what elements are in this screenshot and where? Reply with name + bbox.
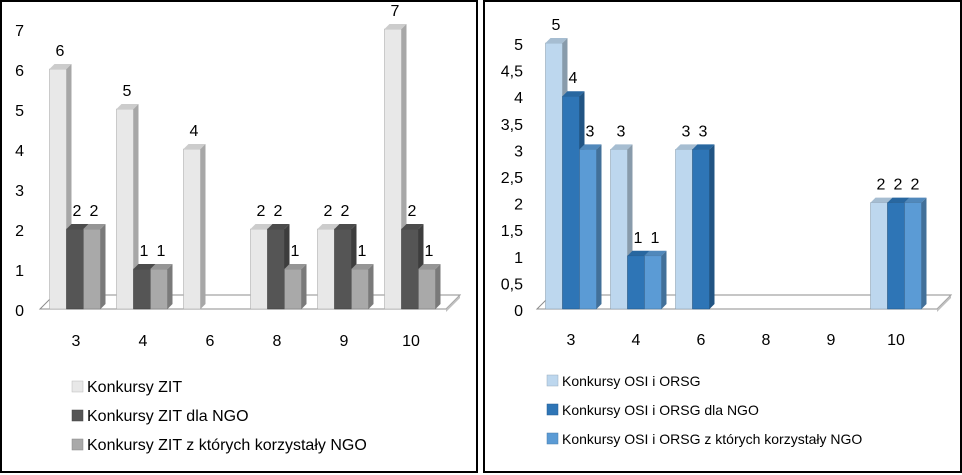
data-label: 7	[391, 3, 400, 20]
bar	[116, 104, 139, 310]
legend-swatch	[546, 374, 559, 387]
x-tick-label: 9	[340, 333, 349, 350]
x-tick-label: 9	[827, 332, 836, 349]
x-tick-label: 10	[887, 332, 905, 349]
data-label: 2	[408, 203, 417, 220]
y-tick-label: 3,5	[501, 117, 523, 134]
y-tick-label: 5	[514, 37, 523, 54]
data-label: 1	[634, 230, 643, 247]
data-label: 1	[140, 243, 149, 260]
bar	[150, 264, 173, 310]
y-tick-label: 7	[15, 23, 24, 40]
data-label: 2	[894, 177, 903, 194]
legend-label: Konkursy ZIT z których korzystały NGO	[87, 437, 367, 454]
data-label: 5	[552, 17, 561, 34]
y-tick-label: 3	[514, 143, 523, 160]
data-label: 5	[123, 83, 132, 100]
y-tick-label: 5	[15, 103, 24, 120]
bar	[183, 144, 206, 310]
data-label: 3	[682, 123, 691, 140]
data-label: 1	[291, 243, 300, 260]
bar	[692, 144, 715, 310]
y-tick-label: 6	[15, 63, 24, 80]
chart-floor-edge	[446, 295, 460, 312]
bar	[579, 144, 602, 310]
data-label: 2	[341, 203, 350, 220]
bar	[284, 264, 307, 310]
y-tick-label: 0	[15, 303, 24, 320]
y-tick-label: 1,5	[501, 223, 523, 240]
legend-label: Konkursy OSI i ORSG dla NGO	[562, 402, 759, 418]
x-tick-label: 6	[697, 332, 706, 349]
y-tick-label: 2	[514, 197, 523, 214]
y-tick-label: 0,5	[501, 276, 523, 293]
data-label: 2	[274, 203, 283, 220]
y-tick-label: 1	[15, 263, 24, 280]
x-tick-label: 4	[139, 333, 148, 350]
bar	[644, 250, 667, 310]
legend-label: Konkursy OSI i ORSG z których korzystały…	[562, 431, 862, 447]
legend-label: Konkursy ZIT	[87, 379, 182, 396]
x-tick-label: 4	[632, 332, 641, 349]
data-label: 4	[190, 123, 199, 140]
y-tick-label: 2,5	[501, 170, 523, 187]
x-tick-label: 6	[206, 333, 215, 350]
y-tick-label: 4,5	[501, 64, 523, 81]
legend-swatch	[71, 409, 84, 422]
y-tick-label: 1	[514, 250, 523, 267]
legend-swatch	[71, 380, 84, 393]
right-chart-panel: 0 0,5 1 1,5 2 2,5 3 3,5 4 4,5 5 3 5 4 3 4 3 1 1 6 3 3 8 9 10 2 2 2 K…	[483, 0, 962, 473]
chart-floor-edge	[937, 295, 951, 312]
data-label: 2	[73, 203, 82, 220]
legend-swatch	[546, 432, 559, 445]
y-tick-label: 4	[15, 143, 24, 160]
data-label: 6	[56, 43, 65, 60]
bar	[83, 224, 106, 310]
data-label: 1	[358, 243, 367, 260]
bar	[351, 264, 374, 310]
data-label: 2	[257, 203, 266, 220]
x-tick-label: 3	[567, 332, 576, 349]
data-label: 1	[157, 243, 166, 260]
y-tick-label: 3	[15, 183, 24, 200]
left-chart-panel: 0 1 2 3 4 5 6 7 3 6 2 2 4 5 1 1 6 4 8 2 2 1 9 2 2 1 10 7 2 1 Konkursy …	[0, 0, 478, 473]
y-tick-label: 4	[514, 90, 523, 107]
bar	[904, 197, 927, 310]
y-tick-label: 0	[514, 303, 523, 320]
x-tick-label: 8	[762, 332, 771, 349]
bar	[418, 264, 441, 310]
legend-label: Konkursy OSI i ORSG	[562, 373, 700, 389]
data-label: 1	[425, 243, 434, 260]
y-tick-label: 2	[15, 223, 24, 240]
data-label: 4	[569, 70, 578, 87]
legend-label: Konkursy ZIT dla NGO	[87, 408, 249, 425]
legend-swatch	[546, 403, 559, 416]
legend-swatch	[71, 438, 84, 451]
x-tick-label: 3	[72, 333, 81, 350]
data-label: 1	[651, 230, 660, 247]
data-label: 3	[586, 123, 595, 140]
data-label: 2	[90, 203, 99, 220]
x-tick-label: 8	[273, 333, 282, 350]
data-label: 2	[877, 177, 886, 194]
data-label: 3	[699, 123, 708, 140]
data-label: 3	[617, 123, 626, 140]
data-label: 2	[324, 203, 333, 220]
x-tick-label: 10	[402, 333, 420, 350]
data-label: 2	[911, 177, 920, 194]
